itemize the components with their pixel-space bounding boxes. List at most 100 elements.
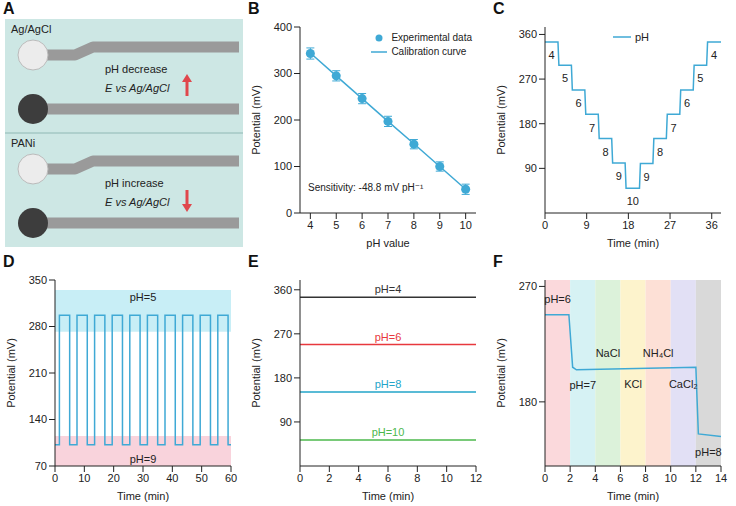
svg-text:0: 0 <box>542 219 548 231</box>
svg-text:8: 8 <box>602 146 608 158</box>
svg-text:280: 280 <box>29 320 47 332</box>
svg-text:6: 6 <box>576 97 582 109</box>
svg-text:180: 180 <box>274 372 292 384</box>
svg-text:Potential (mV): Potential (mV) <box>250 85 262 155</box>
svg-text:Potential (mV): Potential (mV) <box>5 338 17 408</box>
svg-text:7: 7 <box>385 219 391 231</box>
svg-text:E vs Ag/AgCl: E vs Ag/AgCl <box>105 196 170 208</box>
svg-text:pH=8: pH=8 <box>695 446 722 458</box>
svg-text:0: 0 <box>286 207 292 219</box>
svg-text:12: 12 <box>470 472 482 484</box>
svg-text:4: 4 <box>711 49 717 61</box>
svg-text:2: 2 <box>326 472 332 484</box>
svg-text:Time (min): Time (min) <box>117 490 169 502</box>
svg-text:90: 90 <box>525 162 537 174</box>
svg-text:pH=9: pH=9 <box>130 453 157 465</box>
svg-text:0: 0 <box>297 472 303 484</box>
svg-text:70: 70 <box>35 460 47 472</box>
svg-text:8: 8 <box>643 472 649 484</box>
svg-text:7: 7 <box>589 122 595 134</box>
svg-text:18: 18 <box>622 219 634 231</box>
svg-text:9: 9 <box>437 219 443 231</box>
svg-text:pH=6: pH=6 <box>544 293 571 305</box>
svg-text:36: 36 <box>706 219 718 231</box>
svg-text:60: 60 <box>225 472 237 484</box>
svg-text:E vs Ag/AgCl: E vs Ag/AgCl <box>105 82 170 94</box>
svg-text:6: 6 <box>385 472 391 484</box>
svg-text:200: 200 <box>274 114 292 126</box>
svg-text:20: 20 <box>108 472 120 484</box>
svg-text:300: 300 <box>274 67 292 79</box>
svg-text:7: 7 <box>670 122 676 134</box>
svg-text:pH increase: pH increase <box>105 177 164 189</box>
svg-text:Ag/AgCl: Ag/AgCl <box>11 23 51 35</box>
svg-text:6: 6 <box>617 472 623 484</box>
svg-text:9: 9 <box>644 171 650 183</box>
svg-text:pH value: pH value <box>366 237 409 249</box>
svg-text:pH=10: pH=10 <box>372 426 405 438</box>
svg-text:6: 6 <box>359 219 365 231</box>
svg-text:pH=8: pH=8 <box>375 378 402 390</box>
svg-text:12: 12 <box>690 472 702 484</box>
svg-text:4: 4 <box>356 472 362 484</box>
svg-text:6: 6 <box>684 97 690 109</box>
svg-text:CaCl₂: CaCl₂ <box>669 378 698 390</box>
svg-text:10: 10 <box>665 472 677 484</box>
svg-text:10: 10 <box>460 219 472 231</box>
svg-text:27: 27 <box>664 219 676 231</box>
svg-text:5: 5 <box>697 72 703 84</box>
svg-text:pH decrease: pH decrease <box>105 63 167 75</box>
svg-text:270: 270 <box>274 328 292 340</box>
svg-text:360: 360 <box>519 28 537 40</box>
svg-text:0: 0 <box>542 472 548 484</box>
svg-text:NaCl: NaCl <box>596 347 620 359</box>
svg-text:40: 40 <box>166 472 178 484</box>
svg-text:Time (min): Time (min) <box>607 490 659 502</box>
svg-text:2: 2 <box>567 472 573 484</box>
svg-text:140: 140 <box>29 413 47 425</box>
svg-text:400: 400 <box>274 21 292 33</box>
svg-text:0: 0 <box>52 472 58 484</box>
svg-text:9: 9 <box>616 170 622 182</box>
svg-text:10: 10 <box>627 195 639 207</box>
html-text:B: B <box>248 0 260 17</box>
svg-text:8: 8 <box>414 472 420 484</box>
svg-text:Potential (mV): Potential (mV) <box>495 338 507 408</box>
svg-text:10: 10 <box>441 472 453 484</box>
svg-text:5: 5 <box>333 219 339 231</box>
svg-text:Time (min): Time (min) <box>362 490 414 502</box>
svg-text:9: 9 <box>584 219 590 231</box>
svg-text:Potential (mV): Potential (mV) <box>250 338 262 408</box>
svg-text:Potential (mV): Potential (mV) <box>495 85 507 155</box>
svg-text:PANi: PANi <box>11 137 35 149</box>
svg-text:8: 8 <box>411 219 417 231</box>
svg-text:4: 4 <box>548 49 554 61</box>
svg-text:pH=7: pH=7 <box>569 379 596 391</box>
html-text:A: A <box>3 0 15 17</box>
svg-text:4: 4 <box>307 219 313 231</box>
html-text:pH: pH <box>635 31 650 43</box>
svg-text:210: 210 <box>29 367 47 379</box>
svg-text:5: 5 <box>562 72 568 84</box>
svg-text:4: 4 <box>592 472 598 484</box>
svg-text:10: 10 <box>78 472 90 484</box>
svg-text:NH₄Cl: NH₄Cl <box>643 347 674 359</box>
svg-text:270: 270 <box>519 73 537 85</box>
svg-text:100: 100 <box>274 160 292 172</box>
svg-text:180: 180 <box>519 118 537 130</box>
svg-text:30: 30 <box>137 472 149 484</box>
svg-text:14: 14 <box>715 472 727 484</box>
svg-text:KCl: KCl <box>624 378 642 390</box>
svg-text:90: 90 <box>280 416 292 428</box>
svg-text:pH=4: pH=4 <box>375 283 402 295</box>
svg-text:360: 360 <box>274 284 292 296</box>
svg-text:8: 8 <box>657 146 663 158</box>
svg-text:50: 50 <box>196 472 208 484</box>
svg-text:180: 180 <box>519 396 537 408</box>
html-text:C: C <box>493 0 505 17</box>
svg-text:Time (min): Time (min) <box>607 237 659 249</box>
svg-text:350: 350 <box>29 274 47 286</box>
svg-text:pH=6: pH=6 <box>375 331 402 343</box>
svg-text:270: 270 <box>519 280 537 292</box>
svg-text:pH=5: pH=5 <box>130 291 157 303</box>
